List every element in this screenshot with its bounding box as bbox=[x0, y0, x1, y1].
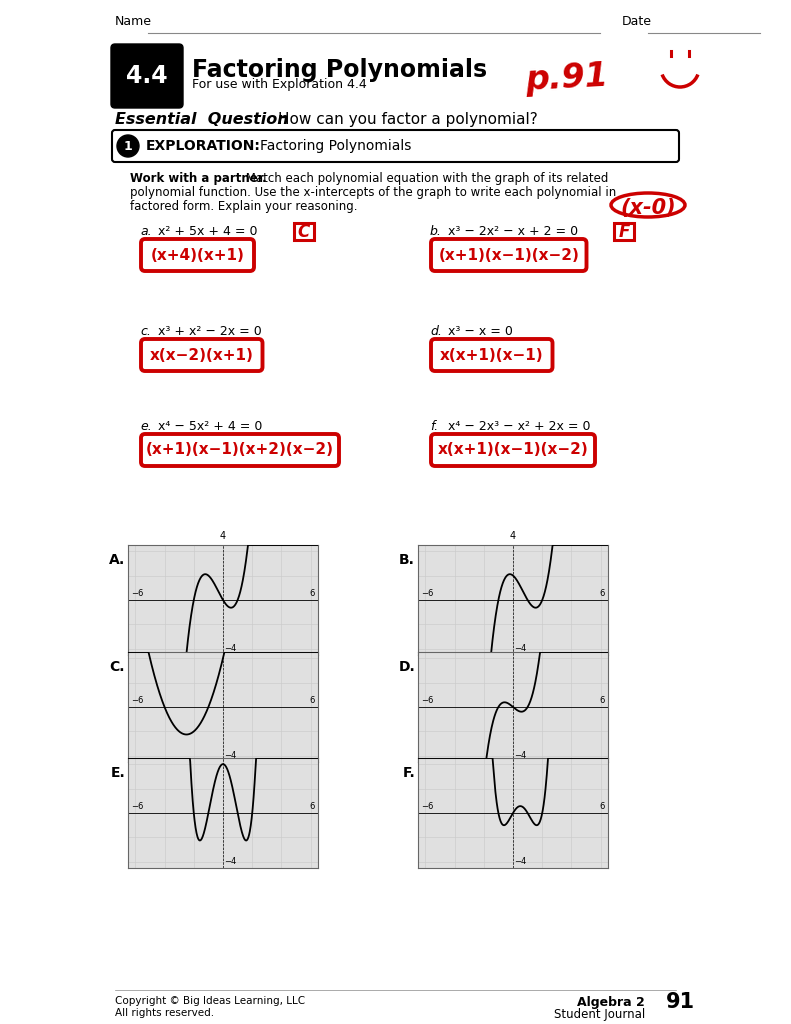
FancyBboxPatch shape bbox=[294, 223, 314, 240]
Text: factored form. Explain your reasoning.: factored form. Explain your reasoning. bbox=[130, 200, 358, 213]
Text: x³ − 2x² − x + 2 = 0: x³ − 2x² − x + 2 = 0 bbox=[448, 225, 578, 238]
FancyBboxPatch shape bbox=[431, 339, 552, 371]
Text: Essential  Question: Essential Question bbox=[115, 112, 289, 127]
Text: −4: −4 bbox=[514, 643, 527, 652]
Text: −6: −6 bbox=[421, 802, 433, 811]
Text: −4: −4 bbox=[225, 751, 237, 760]
Text: A.: A. bbox=[108, 553, 125, 567]
Text: -4   -1: -4 -1 bbox=[153, 706, 194, 719]
FancyBboxPatch shape bbox=[431, 434, 595, 466]
Text: x² + 5x + 4 = 0: x² + 5x + 4 = 0 bbox=[158, 225, 258, 238]
Text: 4.4: 4.4 bbox=[127, 63, 168, 88]
Text: Factoring Polynomials: Factoring Polynomials bbox=[192, 58, 487, 82]
Text: −6: −6 bbox=[131, 802, 143, 811]
Text: d.: d. bbox=[430, 325, 442, 338]
Text: F.: F. bbox=[403, 766, 415, 780]
Text: 4: 4 bbox=[510, 744, 516, 754]
Text: −4: −4 bbox=[514, 751, 527, 760]
FancyBboxPatch shape bbox=[141, 339, 263, 371]
Text: 6: 6 bbox=[600, 696, 605, 706]
Text: Match each polynomial equation with the graph of its related: Match each polynomial equation with the … bbox=[242, 172, 608, 185]
Text: 6: 6 bbox=[310, 696, 315, 706]
Circle shape bbox=[117, 135, 139, 157]
Text: x³ + x² − 2x = 0: x³ + x² − 2x = 0 bbox=[158, 325, 262, 338]
Text: polynomial function. Use the x-intercepts of the graph to write each polynomial : polynomial function. Use the x-intercept… bbox=[130, 186, 616, 199]
Text: 6: 6 bbox=[310, 589, 315, 598]
Text: −6: −6 bbox=[421, 696, 433, 706]
Text: x(x+1)(x−1): x(x+1)(x−1) bbox=[440, 347, 543, 362]
Text: (x+1)(x−1)(x+2)(x−2): (x+1)(x−1)(x+2)(x−2) bbox=[146, 442, 334, 458]
Text: F: F bbox=[619, 223, 630, 241]
FancyBboxPatch shape bbox=[431, 239, 586, 271]
Text: E.: E. bbox=[110, 766, 125, 780]
Text: c.: c. bbox=[140, 325, 151, 338]
Text: (x+4)(x+1): (x+4)(x+1) bbox=[150, 248, 244, 262]
Text: −4: −4 bbox=[514, 856, 527, 865]
FancyBboxPatch shape bbox=[112, 130, 679, 162]
Text: EXPLORATION:: EXPLORATION: bbox=[146, 139, 261, 153]
Text: 4: 4 bbox=[220, 531, 226, 541]
Text: −6: −6 bbox=[421, 589, 433, 598]
Text: Date: Date bbox=[622, 15, 652, 28]
Text: Work with a partner.: Work with a partner. bbox=[130, 172, 267, 185]
Text: −4: −4 bbox=[225, 643, 237, 652]
Text: 6: 6 bbox=[600, 802, 605, 811]
Text: C: C bbox=[298, 223, 310, 241]
Text: (x+4)(x+1): (x+4)(x+1) bbox=[153, 734, 233, 748]
Text: a.: a. bbox=[140, 225, 152, 238]
Text: 6: 6 bbox=[310, 802, 315, 811]
FancyBboxPatch shape bbox=[141, 239, 254, 271]
FancyBboxPatch shape bbox=[111, 44, 183, 108]
FancyBboxPatch shape bbox=[141, 434, 339, 466]
Text: −6: −6 bbox=[131, 589, 143, 598]
Text: x⁴ − 5x² + 4 = 0: x⁴ − 5x² + 4 = 0 bbox=[158, 420, 263, 433]
Text: (x+1)(x−1)(x−2): (x+1)(x−1)(x−2) bbox=[438, 248, 579, 262]
Text: 1: 1 bbox=[123, 139, 132, 153]
Text: f.: f. bbox=[430, 420, 438, 433]
Text: 4: 4 bbox=[510, 638, 516, 648]
Text: 91: 91 bbox=[665, 992, 694, 1012]
Text: e.: e. bbox=[140, 420, 152, 433]
Text: 4: 4 bbox=[510, 531, 516, 541]
Text: Name: Name bbox=[115, 15, 152, 28]
Text: All rights reserved.: All rights reserved. bbox=[115, 1008, 214, 1018]
Text: b.: b. bbox=[430, 225, 442, 238]
Text: D.: D. bbox=[398, 660, 415, 674]
Text: 4: 4 bbox=[220, 638, 226, 648]
Text: −6: −6 bbox=[131, 696, 143, 706]
Text: (x-0): (x-0) bbox=[620, 198, 676, 218]
Text: x⁴ − 2x³ − x² + 2x = 0: x⁴ − 2x³ − x² + 2x = 0 bbox=[448, 420, 591, 433]
Text: C.: C. bbox=[109, 660, 125, 674]
Text: Algebra 2: Algebra 2 bbox=[577, 996, 645, 1009]
Text: For use with Exploration 4.4: For use with Exploration 4.4 bbox=[192, 78, 367, 91]
Text: How can you factor a polynomial?: How can you factor a polynomial? bbox=[278, 112, 538, 127]
Text: 4: 4 bbox=[220, 744, 226, 754]
Text: −4: −4 bbox=[225, 856, 237, 865]
Text: Student Journal: Student Journal bbox=[554, 1008, 645, 1021]
Text: B.: B. bbox=[399, 553, 415, 567]
Text: x³ − x = 0: x³ − x = 0 bbox=[448, 325, 513, 338]
Text: x(x−2)(x+1): x(x−2)(x+1) bbox=[149, 347, 254, 362]
Text: p.91: p.91 bbox=[525, 60, 610, 97]
Text: Copyright © Big Ideas Learning, LLC: Copyright © Big Ideas Learning, LLC bbox=[115, 996, 305, 1006]
Text: 6: 6 bbox=[600, 589, 605, 598]
Text: x(x+1)(x−1)(x−2): x(x+1)(x−1)(x−2) bbox=[437, 442, 589, 458]
Text: Factoring Polynomials: Factoring Polynomials bbox=[260, 139, 411, 153]
FancyBboxPatch shape bbox=[614, 223, 634, 240]
